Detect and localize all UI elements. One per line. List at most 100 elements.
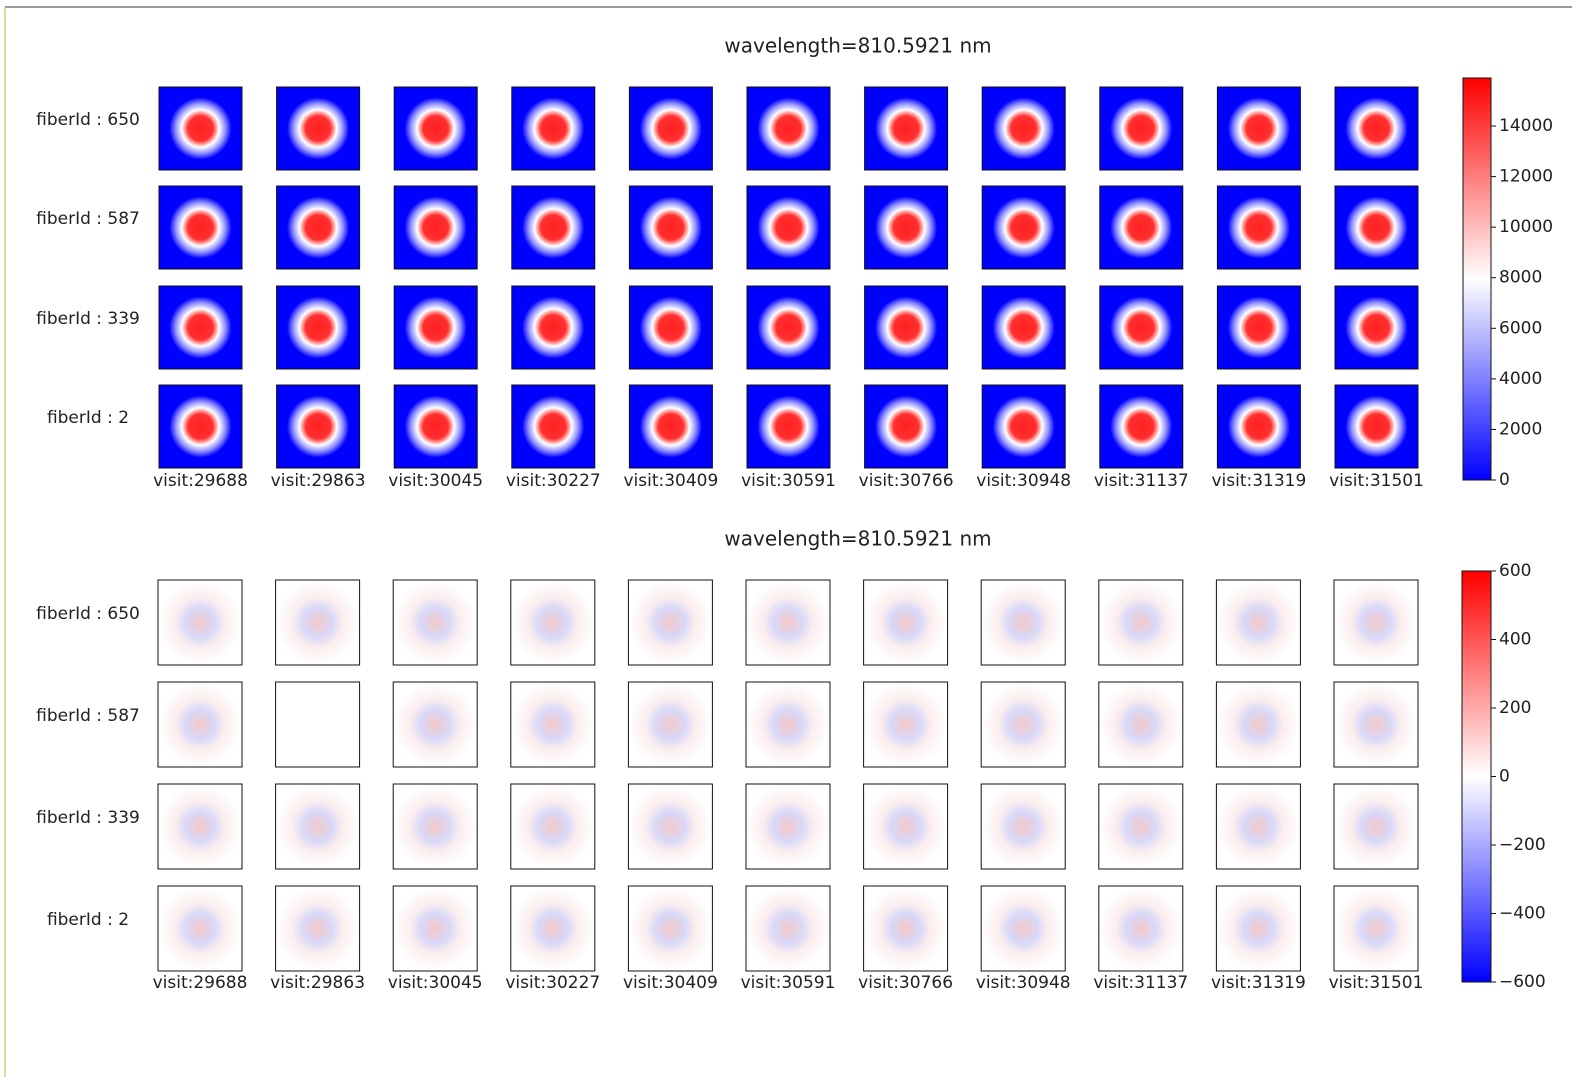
thumbnail — [276, 285, 361, 370]
thumbnail — [1099, 185, 1184, 270]
thumbnail — [628, 384, 713, 469]
colorbar — [1462, 77, 1492, 481]
column-label: visit:31319 — [1211, 471, 1306, 491]
column-label: visit:31501 — [1329, 471, 1424, 491]
thumbnail — [511, 86, 596, 171]
thumbnail — [157, 783, 243, 870]
thumbnail — [276, 86, 361, 171]
thumbnail — [980, 681, 1066, 768]
thumbnail — [276, 185, 361, 270]
colorbar-tick-label: 2000 — [1499, 419, 1542, 439]
thumbnail — [511, 384, 596, 469]
thumbnail — [1216, 185, 1301, 270]
thumbnail — [276, 384, 361, 469]
thumbnail — [1334, 86, 1419, 171]
thumbnail — [510, 885, 596, 972]
thumbnail — [745, 783, 831, 870]
thumbnail — [511, 285, 596, 370]
thumbnail — [392, 579, 478, 666]
column-label: visit:30045 — [388, 471, 483, 491]
thumbnail — [627, 885, 713, 972]
thumbnail — [1215, 885, 1301, 972]
colorbar-tick-label: 0 — [1499, 767, 1510, 787]
colorbar-tick-label: 0 — [1499, 470, 1510, 490]
thumbnail — [1098, 681, 1184, 768]
thumbnail — [745, 681, 831, 768]
column-label: visit:30948 — [976, 973, 1071, 993]
thumbnail — [158, 86, 243, 171]
thumbnail — [275, 783, 361, 870]
thumbnail — [980, 579, 1066, 666]
thumbnail — [980, 885, 1066, 972]
row-label: fiberId : 587 — [36, 706, 140, 726]
thumbnail — [627, 783, 713, 870]
thumbnail — [393, 285, 478, 370]
thumbnail — [275, 579, 361, 666]
thumbnail — [863, 681, 949, 768]
thumbnail — [393, 86, 478, 171]
column-label: visit:29688 — [153, 471, 248, 491]
thumbnail — [510, 579, 596, 666]
column-label: visit:30227 — [505, 973, 600, 993]
row-label: fiberId : 339 — [36, 309, 140, 329]
thumbnail — [157, 885, 243, 972]
colorbar-tick-label: 8000 — [1499, 268, 1542, 288]
thumbnail — [628, 185, 713, 270]
column-label: visit:30766 — [858, 973, 953, 993]
column-label: visit:29863 — [271, 471, 366, 491]
thumbnail — [1099, 285, 1184, 370]
thumbnail — [863, 885, 949, 972]
thumbnail — [745, 885, 831, 972]
thumbnail — [1216, 384, 1301, 469]
thumbnail — [745, 579, 831, 666]
colorbar-tick-label: 400 — [1499, 630, 1531, 650]
colorbar-tick-label: 12000 — [1499, 167, 1553, 187]
thumbnail — [627, 681, 713, 768]
thumbnail — [1215, 579, 1301, 666]
thumbnail — [981, 185, 1066, 270]
thumbnail — [1215, 681, 1301, 768]
column-label: visit:30766 — [859, 471, 954, 491]
thumbnail — [1099, 384, 1184, 469]
row-label: fiberId : 650 — [36, 604, 140, 624]
thumbnail — [1098, 783, 1184, 870]
colorbar-tick-label: −600 — [1499, 972, 1546, 992]
column-label: visit:31137 — [1093, 973, 1188, 993]
colorbar-tick-label: 10000 — [1499, 217, 1553, 237]
thumbnail — [746, 384, 831, 469]
colorbar-tick-label: 14000 — [1499, 116, 1553, 136]
thumbnail — [392, 681, 478, 768]
thumbnail — [1333, 681, 1419, 768]
column-label: visit:30045 — [388, 973, 483, 993]
thumbnail — [864, 384, 949, 469]
thumbnail — [1099, 86, 1184, 171]
row-label: fiberId : 2 — [47, 910, 129, 930]
thumbnail — [864, 285, 949, 370]
thumbnail — [511, 185, 596, 270]
thumbnail — [980, 783, 1066, 870]
column-label: visit:30591 — [741, 471, 836, 491]
column-label: visit:31137 — [1094, 471, 1189, 491]
thumbnail — [746, 185, 831, 270]
thumbnail — [1334, 384, 1419, 469]
thumbnail — [627, 579, 713, 666]
thumbnail — [863, 579, 949, 666]
colorbar — [1461, 570, 1492, 983]
thumbnail — [392, 783, 478, 870]
thumbnail — [1334, 285, 1419, 370]
thumbnail — [628, 285, 713, 370]
thumbnail — [1098, 885, 1184, 972]
thumbnail — [158, 285, 243, 370]
thumbnail — [628, 86, 713, 171]
thumbnail — [1333, 579, 1419, 666]
thumbnail — [275, 885, 361, 972]
row-label: fiberId : 650 — [36, 110, 140, 130]
thumbnail — [746, 285, 831, 370]
thumbnail — [981, 285, 1066, 370]
colorbar-tick-label: 6000 — [1499, 318, 1542, 338]
colorbar-tick-label: 200 — [1499, 698, 1531, 718]
thumbnail — [1333, 885, 1419, 972]
thumbnail — [510, 783, 596, 870]
column-label: visit:30409 — [623, 471, 718, 491]
